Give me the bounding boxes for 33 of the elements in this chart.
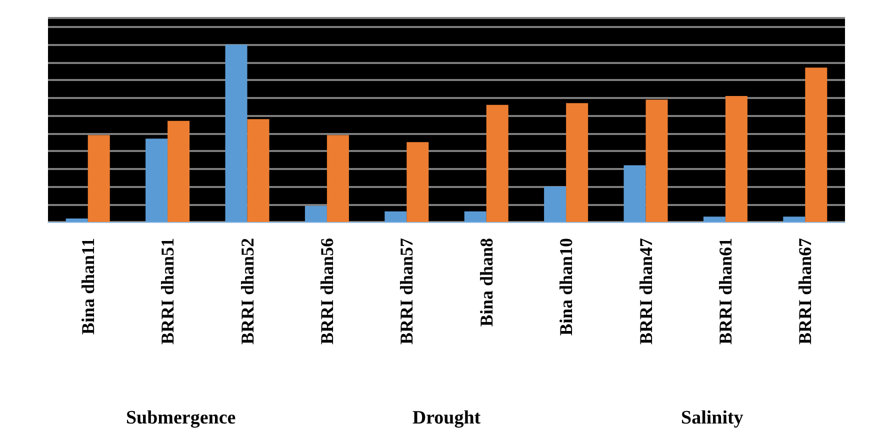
x-tick-label: BRRI dhan57 bbox=[396, 238, 417, 345]
x-tick-label: BRRI dhan52 bbox=[237, 238, 258, 345]
bar bbox=[805, 68, 828, 222]
bar bbox=[646, 100, 668, 222]
x-tick-label: BRRI dhan67 bbox=[795, 238, 816, 345]
text: Salinity bbox=[681, 408, 744, 428]
x-tick-label: Bina dhan11 bbox=[78, 238, 98, 335]
x-tick-label: Bina dhan8 bbox=[476, 238, 496, 327]
bar bbox=[725, 96, 748, 222]
bar bbox=[544, 186, 566, 222]
text: Submergence bbox=[126, 408, 236, 428]
x-tick-label: BRRI dhan47 bbox=[636, 238, 656, 345]
x-tick-label: BRRI dhan56 bbox=[316, 238, 337, 345]
bar bbox=[486, 104, 508, 222]
x-tick-label: BRRI dhan51 bbox=[158, 238, 178, 345]
bar bbox=[566, 103, 588, 222]
bar bbox=[168, 120, 190, 222]
bar bbox=[66, 218, 88, 222]
bar bbox=[384, 211, 407, 222]
bar bbox=[624, 165, 646, 222]
bar bbox=[146, 138, 168, 222]
x-tick-label: BRRI dhan61 bbox=[715, 238, 736, 345]
bar bbox=[406, 142, 429, 222]
x-tick-label: Bina dhan10 bbox=[556, 238, 576, 336]
bar bbox=[703, 216, 726, 222]
bar bbox=[247, 119, 270, 222]
bar bbox=[783, 216, 806, 222]
bar bbox=[88, 135, 110, 222]
text: Drought bbox=[412, 408, 482, 428]
bar bbox=[225, 44, 248, 222]
bar bbox=[464, 211, 486, 222]
bar bbox=[304, 206, 327, 222]
bar bbox=[326, 135, 349, 222]
